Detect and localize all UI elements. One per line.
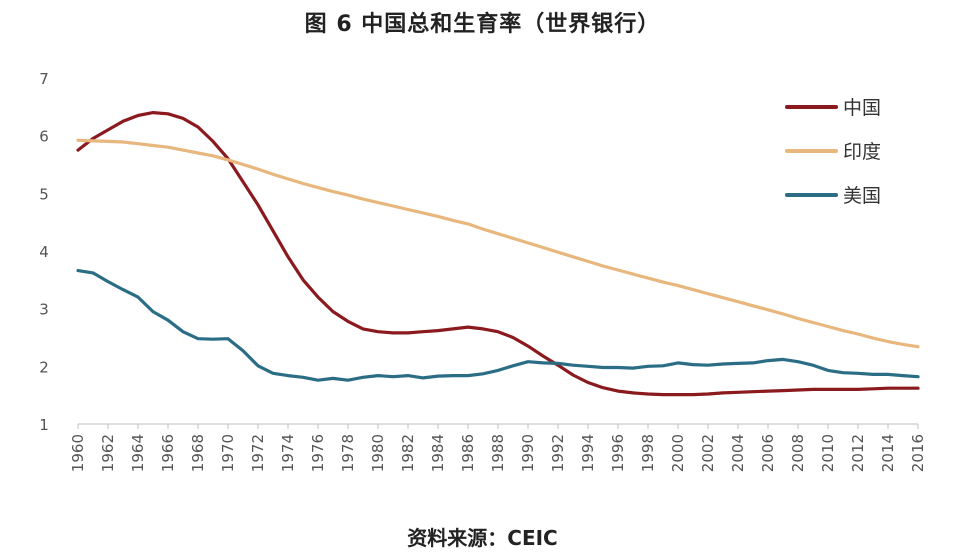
x-tick-label: 1990 bbox=[519, 434, 537, 472]
series-line-0 bbox=[76, 110, 920, 397]
y-tick-label: 5 bbox=[39, 185, 49, 203]
y-tick-label: 7 bbox=[39, 70, 49, 88]
legend-label: 美国 bbox=[843, 185, 881, 207]
y-tick-label: 3 bbox=[39, 301, 49, 319]
x-tick-label: 1982 bbox=[399, 434, 417, 472]
legend-label: 中国 bbox=[843, 97, 881, 119]
x-tick-label: 1966 bbox=[159, 434, 177, 472]
y-tick-label: 2 bbox=[39, 358, 49, 376]
y-tick-label: 6 bbox=[39, 128, 49, 146]
x-tick-label: 1992 bbox=[549, 434, 567, 472]
x-tick-label: 1972 bbox=[249, 434, 267, 472]
x-tick-label: 1988 bbox=[489, 434, 507, 472]
x-tick-label: 1968 bbox=[189, 434, 207, 472]
x-tick-label: 2010 bbox=[819, 434, 837, 472]
x-tick-label: 1994 bbox=[579, 434, 597, 472]
x-tick-label: 2004 bbox=[729, 434, 747, 472]
x-tick-label: 1976 bbox=[309, 434, 327, 472]
source-note: 资料来源：CEIC bbox=[407, 526, 558, 550]
chart-title: 图 6 中国总和生育率（世界银行） bbox=[304, 12, 661, 37]
x-tick-label: 2012 bbox=[849, 434, 867, 472]
x-tick-label: 1980 bbox=[369, 434, 387, 472]
x-axis-tick-labels: 1960 1962 1964 1966 1968 1970 1972 1974 1976 1978… bbox=[69, 434, 927, 472]
series-line-1 bbox=[76, 138, 920, 349]
x-tick-label: 1996 bbox=[609, 434, 627, 472]
y-tick-label: 1 bbox=[39, 416, 49, 434]
legend-label: 印度 bbox=[843, 141, 881, 163]
x-tick-label: 1970 bbox=[219, 434, 237, 472]
x-tick-label: 1986 bbox=[459, 434, 477, 472]
x-tick-label: 1984 bbox=[429, 434, 447, 472]
x-tick-label: 1962 bbox=[99, 434, 117, 472]
x-tick-label: 2006 bbox=[759, 434, 777, 472]
series-lines bbox=[76, 110, 920, 397]
x-tick-label: 2002 bbox=[699, 434, 717, 472]
x-tick-label: 1998 bbox=[639, 434, 657, 472]
y-tick-label: 4 bbox=[39, 243, 49, 261]
x-tick-label: 1964 bbox=[129, 434, 147, 472]
x-axis bbox=[77, 423, 919, 429]
x-tick-label: 2008 bbox=[789, 434, 807, 472]
x-tick-label: 1978 bbox=[339, 434, 357, 472]
x-tick-label: 1974 bbox=[279, 434, 297, 472]
series-line-2 bbox=[76, 269, 920, 382]
x-tick-label: 2014 bbox=[879, 434, 897, 472]
y-axis-tick-labels: 1 2 3 4 5 6 7 bbox=[39, 70, 49, 434]
x-tick-label: 2000 bbox=[669, 434, 687, 472]
x-tick-label: 2016 bbox=[909, 434, 927, 472]
x-tick-label: 1960 bbox=[69, 434, 87, 472]
